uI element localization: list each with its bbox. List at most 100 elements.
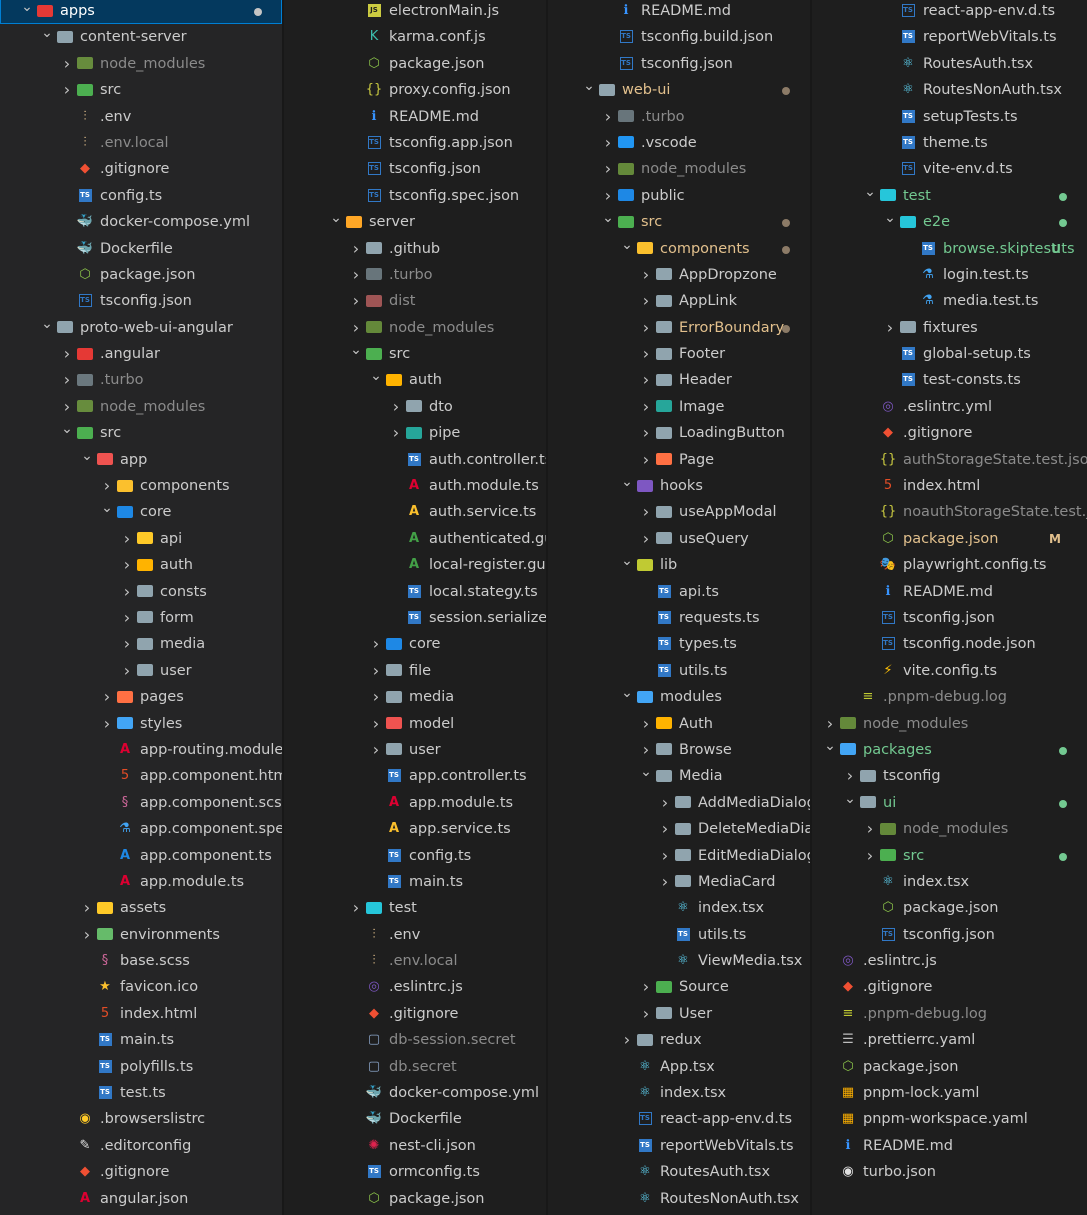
tree-folder[interactable]: › form: [0, 605, 282, 631]
tree-file[interactable]: ⚛ index.tsx: [548, 1080, 810, 1106]
tree-folder[interactable]: › EditMediaDialog: [548, 843, 810, 869]
tree-file[interactable]: TS tsconfig.spec.json: [284, 183, 546, 209]
tree-file[interactable]: TS main.ts: [284, 869, 546, 895]
chevron-down-icon[interactable]: ⌄: [621, 236, 633, 253]
tree-folder[interactable]: › DeleteMediaDialog: [548, 816, 810, 842]
tree-file[interactable]: ⚛ ViewMedia.tsx: [548, 948, 810, 974]
tree-folder[interactable]: › .turbo: [284, 262, 546, 288]
tree-file[interactable]: ✎ .editorconfig: [0, 1133, 282, 1159]
chevron-right-icon[interactable]: ›: [352, 291, 360, 311]
tree-file[interactable]: TS session.serializer.ts: [284, 605, 546, 631]
chevron-right-icon[interactable]: ›: [642, 264, 650, 284]
tree-file[interactable]: § app.component.scss: [0, 790, 282, 816]
tree-folder[interactable]: › node_modules: [0, 394, 282, 420]
chevron-right-icon[interactable]: ›: [642, 317, 650, 337]
tree-file[interactable]: ⬡ package.json: [812, 1054, 1087, 1080]
chevron-down-icon[interactable]: ⌄: [621, 685, 633, 702]
tree-file[interactable]: TS config.ts: [284, 843, 546, 869]
tree-folder[interactable]: › node_modules: [284, 315, 546, 341]
tree-folder[interactable]: › node_modules: [812, 711, 1087, 737]
chevron-right-icon[interactable]: ›: [123, 528, 131, 548]
chevron-right-icon[interactable]: ›: [642, 370, 650, 390]
tree-file[interactable]: ☰ .prettierrc.yaml: [812, 1027, 1087, 1053]
tree-folder[interactable]: ⌄ app: [0, 447, 282, 473]
tree-folder[interactable]: › fixtures: [812, 315, 1087, 341]
tree-file[interactable]: 5 index.html: [0, 1001, 282, 1027]
chevron-down-icon[interactable]: ⌄: [61, 421, 73, 438]
tree-folder[interactable]: › Source: [548, 974, 810, 1000]
tree-folder[interactable]: › AppDropzone: [548, 262, 810, 288]
tree-folder[interactable]: › dist: [284, 288, 546, 314]
chevron-down-icon[interactable]: ⌄: [621, 553, 633, 570]
tree-file[interactable]: ⚛ RoutesNonAuth.tsx: [548, 1186, 810, 1212]
chevron-right-icon[interactable]: ›: [103, 713, 111, 733]
tree-folder[interactable]: ⌄ modules: [548, 684, 810, 710]
chevron-right-icon[interactable]: ›: [392, 423, 400, 443]
tree-folder[interactable]: › Browse: [548, 737, 810, 763]
tree-folder[interactable]: › pages: [0, 684, 282, 710]
chevron-down-icon[interactable]: ⌄: [21, 0, 33, 15]
tree-file[interactable]: {} authStorageState.test.json: [812, 447, 1087, 473]
tree-file[interactable]: ◆ .gitignore: [284, 1001, 546, 1027]
tree-file[interactable]: ◎ .eslintrc.js: [812, 948, 1087, 974]
tree-file[interactable]: ▢ db-session.secret: [284, 1027, 546, 1053]
tree-file[interactable]: TS config.ts: [0, 183, 282, 209]
chevron-right-icon[interactable]: ›: [604, 185, 612, 205]
chevron-right-icon[interactable]: ›: [352, 238, 360, 258]
tree-folder[interactable]: › test: [284, 895, 546, 921]
tree-folder[interactable]: › styles: [0, 711, 282, 737]
tree-file[interactable]: {} noauthStorageState.test.json: [812, 499, 1087, 525]
tree-file[interactable]: ✺ nest-cli.json: [284, 1133, 546, 1159]
tree-folder[interactable]: › LoadingButton: [548, 420, 810, 446]
chevron-right-icon[interactable]: ›: [642, 396, 650, 416]
tree-folder[interactable]: › assets: [0, 895, 282, 921]
tree-folder[interactable]: › core: [284, 631, 546, 657]
tree-folder[interactable]: › file: [284, 658, 546, 684]
tree-file[interactable]: ⫶ .env.local: [284, 948, 546, 974]
tree-file[interactable]: TS global-setup.ts: [812, 341, 1087, 367]
chevron-right-icon[interactable]: ›: [642, 449, 650, 469]
tree-folder[interactable]: ⌄ apps: [0, 0, 282, 25]
tree-file[interactable]: ⚛ RoutesNonAuth.tsx: [812, 77, 1087, 103]
tree-folder[interactable]: ⌄ src: [548, 209, 810, 235]
tree-file[interactable]: ◆ .gitignore: [0, 1159, 282, 1185]
chevron-right-icon[interactable]: ›: [123, 555, 131, 575]
tree-file[interactable]: ℹ README.md: [284, 104, 546, 130]
tree-folder[interactable]: › node_modules: [548, 156, 810, 182]
chevron-right-icon[interactable]: ›: [642, 739, 650, 759]
tree-file[interactable]: ⚛ index.tsx: [812, 869, 1087, 895]
chevron-right-icon[interactable]: ›: [642, 528, 650, 548]
chevron-right-icon[interactable]: ›: [352, 264, 360, 284]
tree-file[interactable]: ▢ db.secret: [284, 1054, 546, 1080]
tree-folder[interactable]: › media: [0, 631, 282, 657]
tree-file[interactable]: TS test.ts: [0, 1080, 282, 1106]
chevron-right-icon[interactable]: ›: [372, 687, 380, 707]
chevron-down-icon[interactable]: ⌄: [350, 342, 362, 359]
chevron-down-icon[interactable]: ⌄: [844, 790, 856, 807]
tree-folder[interactable]: › Page: [548, 447, 810, 473]
tree-folder[interactable]: › Image: [548, 394, 810, 420]
tree-folder[interactable]: › ErrorBoundary: [548, 315, 810, 341]
tree-file[interactable]: ◆ .gitignore: [812, 420, 1087, 446]
tree-file[interactable]: TS react-app-env.d.ts: [548, 1106, 810, 1132]
tree-folder[interactable]: › .angular: [0, 341, 282, 367]
tree-file[interactable]: TS utils.ts: [548, 922, 810, 948]
tree-file[interactable]: ⚛ index.tsx: [548, 895, 810, 921]
chevron-right-icon[interactable]: ›: [642, 291, 650, 311]
tree-file[interactable]: TS test-consts.ts: [812, 367, 1087, 393]
tree-folder[interactable]: ⌄ packages: [812, 737, 1087, 763]
tree-folder[interactable]: ⌄ src: [284, 341, 546, 367]
tree-folder[interactable]: › useQuery: [548, 526, 810, 552]
tree-file[interactable]: TS utils.ts: [548, 658, 810, 684]
tree-folder[interactable]: › MediaCard: [548, 869, 810, 895]
chevron-right-icon[interactable]: ›: [642, 977, 650, 997]
tree-folder[interactable]: › useAppModal: [548, 499, 810, 525]
chevron-right-icon[interactable]: ›: [123, 607, 131, 627]
tree-file[interactable]: ⚗ app.component.spec.ts: [0, 816, 282, 842]
tree-file[interactable]: 🐳 Dockerfile: [0, 236, 282, 262]
